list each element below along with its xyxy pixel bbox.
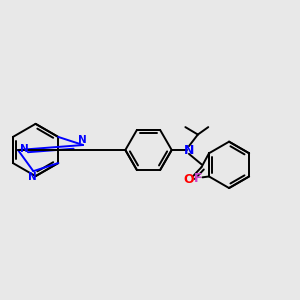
Text: N: N (184, 143, 194, 157)
Text: N: N (78, 135, 87, 145)
Text: O: O (183, 172, 194, 186)
Text: F: F (194, 172, 203, 185)
Text: N: N (20, 144, 29, 154)
Text: N: N (28, 172, 37, 182)
